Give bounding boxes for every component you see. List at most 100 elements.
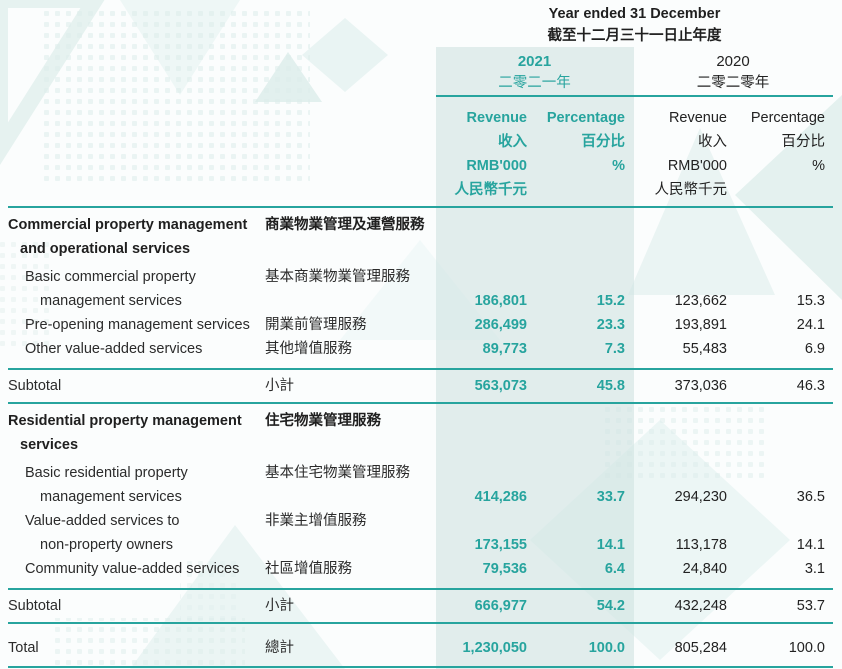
revenue-2021-value: 1,230,050 [462, 640, 527, 656]
row-label-zh: 基本商業物業管理服務 [265, 269, 410, 285]
percentage-2021-value: 33.7 [596, 489, 625, 505]
row-label-en: Total [8, 636, 265, 660]
percentage-2020-value: 15.3 [796, 293, 825, 309]
table-row: Commercial property management and operat… [8, 208, 833, 265]
table-row: Residential property management services 住… [8, 404, 833, 461]
table-body: Commercial property management and operat… [8, 208, 833, 668]
row-label-en: Community value-added services [8, 557, 265, 581]
revenue-2021-value: 186,801 [474, 293, 527, 309]
percentage-2020-value: 6.9 [804, 341, 825, 357]
table-row: Community value-added services 社區增值服務 79,5… [8, 557, 833, 581]
period-title-zh: 截至十二月三十一日止年度 [547, 28, 722, 44]
percentage-2021-value: 23.3 [596, 317, 625, 333]
table-row: Value-added services to non-property owne… [8, 509, 833, 557]
revenue-2021-value: 79,536 [482, 561, 527, 577]
revenue-2020-value: 123,662 [674, 293, 727, 309]
row-label-en-line: Other value-added services [25, 341, 203, 357]
revenue-2021-value: 414,286 [474, 489, 527, 505]
table-row: Subtotal 小計 666,977 54.2 432,248 53.7 [8, 588, 833, 624]
row-label-en: Value-added services to non-property owne… [8, 509, 265, 557]
row-label-zh: 基本住宅物業管理服務 [265, 465, 410, 481]
period-title-en: Year ended 31 December [548, 6, 721, 22]
table-row: Basic commercial property management serv… [8, 265, 833, 313]
row-label-en: Subtotal [8, 374, 265, 398]
year-headers: 2021 二零二一年 2020 二零二零年 [8, 47, 833, 97]
col-percentage-unit: % [612, 158, 625, 174]
row-label-en-line: Commercial property management [8, 217, 248, 233]
period-title: Year ended 31 December 截至十二月三十一日止年度 [436, 4, 833, 47]
row-label-en-line: Subtotal [8, 598, 62, 614]
percentage-2021-value: 54.2 [596, 598, 625, 614]
year-2021-label: 2021 [517, 53, 552, 70]
col-percentage-zh: 百分比 [781, 134, 826, 150]
column-headers: Revenue 收入 RMB'000 人民幣千元 Percentage 百分比 … [8, 97, 833, 208]
row-label-en-line: management services [40, 293, 182, 309]
column-header-percentage-2020: Percentage 百分比 % [735, 106, 833, 202]
year-2021-highlight-band [436, 47, 634, 669]
col-percentage-en: Percentage [546, 110, 625, 126]
row-label-zh: 非業主增值服務 [265, 513, 367, 529]
revenue-2021-value: 89,773 [482, 341, 527, 357]
year-2021-label-zh: 二零二一年 [498, 75, 571, 91]
row-label-en: Basic residential property management ser… [8, 461, 265, 509]
percentage-2021-value: 15.2 [596, 293, 625, 309]
revenue-2020-value: 55,483 [682, 341, 727, 357]
percentage-2020-value: 46.3 [796, 378, 825, 394]
revenue-2020-value: 113,178 [675, 537, 727, 553]
row-label-en: Residential property management services [8, 409, 265, 457]
percentage-2020-value: 36.5 [796, 489, 825, 505]
table-row: Subtotal 小計 563,073 45.8 373,036 46.3 [8, 368, 833, 404]
col-revenue-zh: 收入 [698, 134, 727, 150]
column-header-percentage-2021: Percentage 百分比 % [535, 106, 633, 202]
table-row: Basic residential property management ser… [8, 461, 833, 509]
table: Year ended 31 December 截至十二月三十一日止年度 2021… [8, 0, 833, 668]
percentage-2020-value: 24.1 [796, 317, 825, 333]
row-label-zh: 社區增值服務 [265, 561, 352, 577]
row-label-en-line: and operational services [20, 241, 191, 257]
table-row: Total 總計 1,230,050 100.0 805,284 100.0 [8, 632, 833, 668]
row-label-en-line: Value-added services to [25, 513, 180, 529]
table-row: Other value-added services 其他增值服務 89,773 7.… [8, 337, 833, 361]
percentage-2021-value: 100.0 [588, 640, 625, 656]
revenue-2020-value: 805,284 [674, 640, 727, 656]
row-label-en-line: management services [40, 489, 182, 505]
revenue-2021-value: 286,499 [474, 317, 527, 333]
percentage-2020-value: 100.0 [788, 640, 825, 656]
row-label-zh: 總計 [265, 640, 294, 656]
row-label-en-line: services [20, 437, 79, 453]
percentage-2021-value: 6.4 [604, 561, 625, 577]
year-header-2020: 2020 二零二零年 [633, 47, 833, 95]
column-header-revenue-2021: Revenue 收入 RMB'000 人民幣千元 [436, 106, 535, 202]
row-label-en: Subtotal [8, 594, 265, 618]
col-revenue-unit-zh: 人民幣千元 [654, 182, 728, 198]
percentage-2021-value: 14.1 [596, 537, 625, 553]
row-label-zh: 商業物業管理及運營服務 [265, 217, 425, 233]
revenue-2020-value: 373,036 [674, 378, 727, 394]
revenue-2020-value: 193,891 [674, 317, 727, 333]
percentage-2020-value: 14.1 [796, 537, 825, 553]
row-label-en: Other value-added services [8, 337, 265, 361]
year-2020-label-zh: 二零二零年 [696, 75, 770, 91]
col-revenue-en: Revenue [466, 110, 527, 126]
col-revenue-unit: RMB'000 [466, 158, 527, 174]
row-label-en-line: Subtotal [8, 378, 62, 394]
table-row: Pre-opening management services 開業前管理服務 28… [8, 313, 833, 337]
col-percentage-unit: % [812, 158, 825, 174]
revenue-2021-value: 666,977 [474, 598, 527, 614]
percentage-2021-value: 45.8 [596, 378, 625, 394]
row-label-zh: 住宅物業管理服務 [265, 413, 381, 429]
row-label-en-line: Community value-added services [25, 561, 240, 577]
col-revenue-zh: 收入 [498, 134, 527, 150]
row-label-en-line: Total [8, 640, 39, 656]
row-label-en-line: Residential property management [8, 413, 242, 429]
col-percentage-en: Percentage [750, 110, 825, 126]
revenue-2021-value: 563,073 [474, 378, 527, 394]
revenue-2020-value: 24,840 [682, 561, 727, 577]
year-header-2021: 2021 二零二一年 [436, 47, 633, 95]
revenue-2021-value: 173,155 [474, 537, 527, 553]
col-percentage-zh: 百分比 [581, 134, 626, 150]
row-label-en-line: Pre-opening management services [25, 317, 250, 333]
period-header: Year ended 31 December 截至十二月三十一日止年度 [8, 0, 833, 47]
